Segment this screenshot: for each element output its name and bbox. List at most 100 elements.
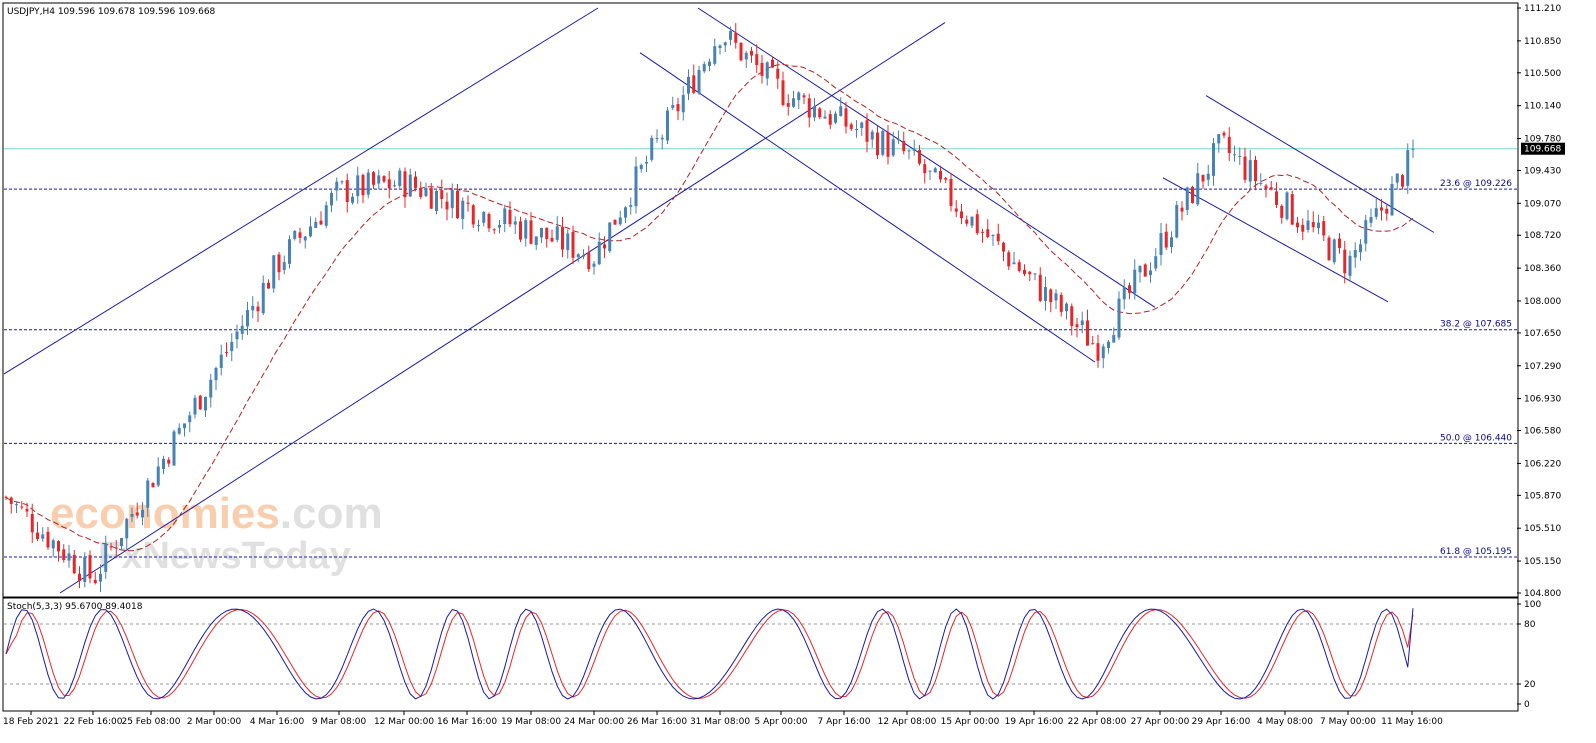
candle-body [398,170,402,187]
candle-body [697,69,701,94]
current-price-badge: 109.668 [1521,142,1565,155]
x-tick-label: 9 Mar 08:00 [312,717,367,727]
candle-body [340,181,344,183]
candle-body [36,532,39,540]
candle-body [456,190,459,219]
candle-body [1338,238,1341,248]
candle-body [582,255,585,257]
candle-body [1280,205,1284,218]
candle-body [566,233,570,251]
candle-body [881,131,885,155]
candle-body [912,148,916,151]
candle-body [393,185,396,187]
candle-body [141,509,144,518]
candle-body [51,540,55,549]
candle-body [282,262,286,270]
candle-body [130,513,134,517]
candle-body [267,282,270,289]
candle-body [403,171,407,198]
candle-body [293,230,297,239]
candle-body [1222,132,1226,136]
symbol-info: USDJPY,H4 109.596 109.678 109.596 109.66… [7,7,216,17]
candle-body [760,63,764,76]
candle-body [1112,335,1116,343]
trend-line [1205,95,1435,233]
candle-body [1259,182,1263,184]
candle-body [734,33,738,43]
x-tick-label: 7 May 00:00 [1320,717,1376,727]
candle-body [1185,187,1189,210]
y-tick-label: 104.800 [1524,589,1561,599]
candle-body [991,234,995,237]
candle-body [1254,159,1257,182]
candle-body [1007,252,1011,267]
candle-body [776,68,780,79]
x-tick-label: 25 Feb 08:00 [121,717,180,727]
candle-body [786,103,790,107]
fibonacci-levels: 23.6 @ 109.226 38.2 @ 107.685 50.0 @ 106.4… [4,148,1517,558]
candle-body [765,62,769,79]
candle-body [844,108,848,127]
candle-body [72,554,76,574]
x-tick-label: 12 Mar 00:00 [374,717,434,727]
x-tick-label: 16 Mar 16:00 [437,717,497,727]
candle-body [1196,173,1200,205]
candle-body [524,220,528,239]
candle-body [860,122,864,128]
candle-body [351,196,354,203]
candle-body [629,205,633,207]
candle-body [298,232,302,238]
candle-body [513,221,517,225]
candle-body [1327,237,1331,261]
candle-body [1191,186,1194,203]
trend-line [3,7,599,375]
candle-body [1212,143,1215,176]
main-chart-frame [2,2,1519,598]
candle-body [477,225,480,227]
candle-body [576,254,580,258]
candle-body [256,306,260,312]
watermark: economies.com FxNewsToday [50,489,383,577]
candle-body [624,207,627,218]
candle-body [198,395,202,410]
candle-body [550,237,554,242]
candle-body [1033,273,1037,275]
candle-body [240,325,244,334]
candle-body [781,80,785,105]
y-tick-label: 105.150 [1524,557,1561,567]
trend-lines[interactable] [3,7,1435,594]
candle-body [83,556,87,582]
candle-body [823,116,827,119]
candle-body [1206,173,1210,180]
candle-body [1117,298,1121,338]
stoch-y-tick-label: 0 [1524,700,1530,710]
candle-body [655,137,659,140]
candle-body [1170,237,1173,248]
stoch-y-tick-label: 100 [1524,600,1541,610]
candle-body [30,513,34,533]
candle-body [1149,270,1152,276]
y-tick-label: 110.850 [1524,37,1561,47]
candle-body [1049,289,1053,303]
candle-body [876,132,879,156]
candle-body [618,217,622,225]
candle-body [193,397,197,415]
candle-body [15,504,18,506]
candle-body [918,150,921,164]
candle-body [608,222,612,252]
candle-body [1369,217,1373,223]
candle-body [387,179,391,189]
candle-body [1217,134,1221,144]
candle-body [729,31,732,40]
x-tick-label: 22 Feb 16:00 [63,717,122,727]
candle-body [372,172,375,185]
candle-body [67,553,71,561]
candle-body [1238,155,1242,157]
candle-body [1023,269,1026,275]
x-tick-label: 31 Mar 08:00 [690,717,750,727]
candle-body [41,534,45,539]
candle-body [960,211,963,219]
y-tick-label: 110.500 [1524,69,1561,79]
candle-body [671,105,675,108]
